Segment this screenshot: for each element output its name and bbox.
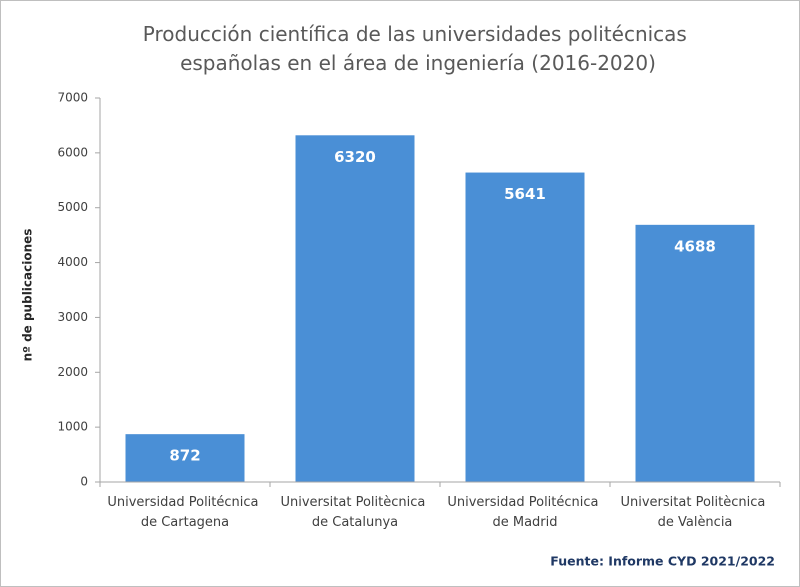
y-axis-label: nº de publicaciones	[21, 229, 35, 362]
x-tick-label: Universidad Politécnica de Madrid	[447, 495, 602, 530]
bar	[635, 224, 755, 482]
x-tick-label: Universidad Politécnica de Cartagena	[107, 495, 262, 530]
bar	[295, 135, 415, 482]
x-tick-label: Universitat Politècnica de València	[621, 495, 770, 530]
value-label: 872	[169, 447, 200, 465]
y-tick-label: 0	[80, 475, 88, 489]
value-label: 6320	[334, 148, 376, 166]
value-label: 4688	[674, 237, 716, 255]
y-tick-label: 4000	[57, 255, 88, 269]
source-note: Fuente: Informe CYD 2021/2022	[550, 554, 775, 569]
y-tick-label: 6000	[57, 145, 88, 159]
chart-title: Producción científica de las universidad…	[143, 22, 693, 75]
bar	[465, 172, 585, 483]
y-tick-label: 7000	[57, 91, 88, 105]
value-label: 5641	[504, 185, 546, 203]
bar	[125, 434, 245, 482]
y-tick-label: 5000	[57, 200, 88, 214]
y-tick-label: 2000	[57, 365, 88, 379]
y-tick-label: 3000	[57, 310, 88, 324]
y-tick-label: 1000	[57, 420, 88, 434]
x-tick-label: Universitat Politècnica de Catalunya	[281, 495, 430, 530]
